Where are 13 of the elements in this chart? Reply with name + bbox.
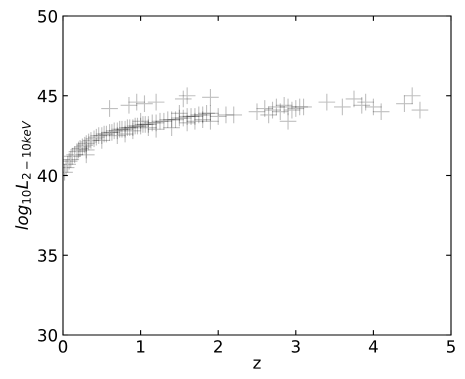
x-tick-label: 4	[368, 340, 378, 353]
x-tick-label: 5	[446, 340, 455, 353]
y-axis-title: log$_{10}$L$_{2−10keV}$	[15, 120, 32, 230]
x-tick-label: 3	[292, 340, 300, 353]
y-tick-label: 50	[38, 10, 58, 23]
x-tick-label: 1	[137, 340, 144, 353]
x-tick-label: 0	[58, 340, 68, 353]
y-tick-label: 45	[38, 90, 57, 102]
x-tick-label: 2	[214, 340, 222, 353]
y-tick-label: 35	[38, 249, 57, 262]
x-axis-title: z	[253, 360, 261, 369]
y-tick-label: 40	[38, 169, 58, 182]
y-tick-label: 30	[38, 328, 58, 342]
